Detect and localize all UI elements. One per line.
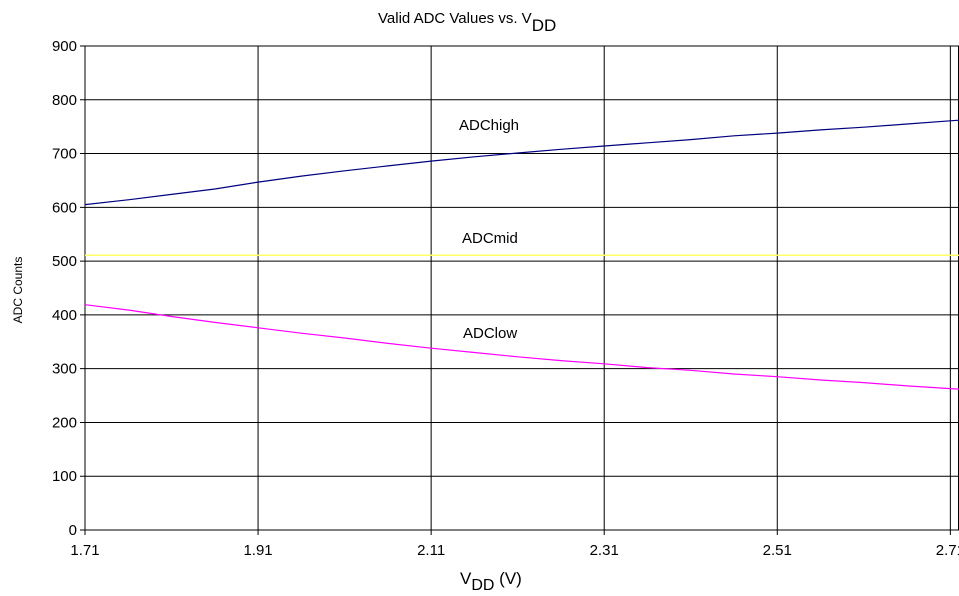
x-tick-label: 2.51: [763, 542, 792, 559]
y-axis-label: ADC Counts: [11, 257, 25, 324]
series-label-adclow: ADClow: [463, 325, 517, 342]
x-axis-label-unit: (V): [494, 569, 521, 588]
y-tick-label: 0: [69, 522, 77, 539]
y-tick-label: 600: [52, 199, 77, 216]
y-tick-label: 700: [52, 146, 77, 163]
x-axis-label-sub: DD: [471, 577, 494, 594]
y-tick-label: 800: [52, 92, 77, 109]
y-tick-label: 300: [52, 361, 77, 378]
series-label-adchigh: ADChigh: [459, 117, 519, 134]
x-tick-label: 2.71: [936, 542, 959, 559]
chart-title: Valid ADC Values vs. VDD: [378, 10, 556, 35]
tick-labels: 0 100 200 300 400 500 600 700 800 900 1.71 1.91 2.11…: [52, 38, 959, 559]
chart-title-main: Valid ADC Values vs. V: [378, 10, 532, 27]
series-line-adchigh: [84, 119, 959, 206]
y-tick-label: 900: [52, 38, 77, 55]
x-tick-label: 2.31: [590, 542, 619, 559]
x-axis-label-main: V: [460, 569, 472, 588]
series-lines: [84, 119, 959, 390]
series-line-adclow: [84, 304, 959, 390]
y-tick-label: 400: [52, 307, 77, 324]
grid: [80, 45, 959, 535]
x-tick-label: 1.91: [243, 542, 272, 559]
chart-title-sub: DD: [532, 16, 557, 35]
x-tick-label: 2.11: [417, 542, 445, 559]
x-tick-label: 1.71: [70, 542, 99, 559]
y-tick-label: 200: [52, 414, 77, 431]
series-label-adcmid: ADCmid: [462, 230, 518, 247]
y-tick-label: 100: [52, 468, 77, 485]
y-tick-label: 500: [52, 253, 77, 270]
x-axis-label: VDD (V): [460, 569, 522, 594]
